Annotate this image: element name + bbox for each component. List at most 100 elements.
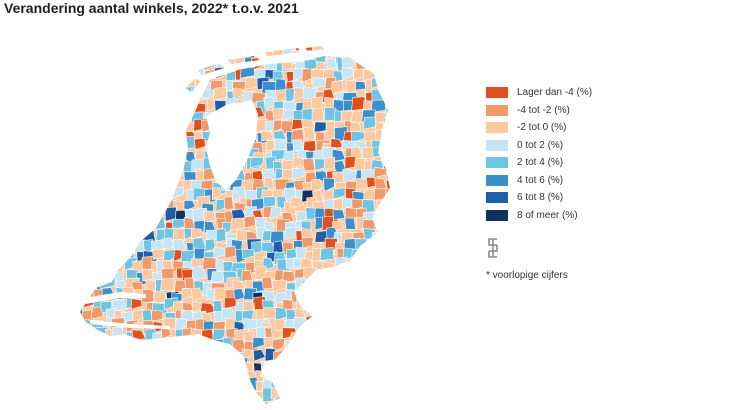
municipality-area [80, 355, 87, 369]
municipality-area [270, 46, 285, 51]
municipality-area [175, 338, 190, 351]
municipality-area [351, 268, 367, 280]
municipality-area [181, 391, 193, 404]
municipality-area [323, 288, 336, 302]
municipality-area [141, 351, 155, 364]
municipality-area [160, 278, 175, 292]
municipality-area [161, 378, 172, 393]
municipality-area [152, 338, 168, 354]
municipality-area [223, 400, 236, 404]
municipality-area [153, 117, 167, 132]
municipality-area [312, 378, 325, 391]
municipality-area [94, 160, 108, 172]
municipality-area [92, 357, 104, 371]
municipality-area [182, 135, 196, 150]
municipality-area [372, 56, 386, 71]
municipality-area [385, 362, 390, 376]
netherlands-municipality-map [80, 46, 408, 404]
municipality-area [324, 279, 335, 294]
municipality-area [355, 178, 369, 191]
municipality-area [153, 46, 167, 49]
municipality-area [343, 269, 357, 286]
municipality-area [94, 81, 106, 96]
municipality-area [182, 47, 197, 59]
municipality-area [372, 276, 387, 291]
legend-label: 4 tot 6 (%) [517, 174, 564, 186]
municipality-area [162, 237, 174, 250]
municipality-area [305, 330, 321, 343]
municipality-area [225, 358, 243, 374]
municipality-area [372, 337, 385, 350]
municipality-area [304, 359, 322, 373]
municipality-area [145, 70, 156, 85]
municipality-area [321, 369, 333, 384]
municipality-area [394, 337, 408, 350]
municipality-area [323, 330, 337, 342]
municipality-area [161, 81, 176, 96]
municipality-area [110, 150, 123, 162]
municipality-area [132, 206, 146, 222]
municipality-area [344, 217, 356, 230]
municipality-area [372, 331, 387, 343]
municipality-area [396, 68, 408, 81]
municipality-area [211, 367, 226, 379]
municipality-area [383, 46, 390, 49]
municipality-area [101, 191, 114, 207]
municipality-area [353, 280, 366, 295]
municipality-area [173, 57, 184, 73]
municipality-area [305, 398, 322, 404]
municipality-area [381, 71, 390, 86]
municipality-area [391, 217, 404, 229]
municipality-area [139, 91, 154, 104]
municipality-area [80, 206, 94, 220]
municipality-area [101, 361, 117, 375]
municipality-area [132, 189, 145, 201]
municipality-area [81, 339, 96, 352]
municipality-area [80, 399, 86, 404]
municipality-area [80, 46, 84, 52]
municipality-area [100, 146, 112, 161]
municipality-area [201, 356, 213, 369]
legend-item: 6 tot 8 (%) [486, 189, 706, 207]
municipality-area [173, 120, 186, 134]
municipality-area [80, 132, 88, 146]
municipality-area [290, 196, 305, 208]
municipality-area [91, 66, 107, 79]
municipality-area [351, 260, 366, 272]
municipality-area [82, 46, 97, 53]
municipality-area [124, 229, 139, 242]
municipality-area [206, 376, 221, 390]
municipality-area [304, 351, 318, 366]
municipality-area [125, 168, 141, 182]
municipality-area [341, 276, 357, 292]
municipality-area [81, 261, 98, 274]
municipality-area [362, 261, 375, 275]
municipality-area [285, 339, 298, 353]
municipality-area [161, 339, 174, 352]
municipality-area [80, 248, 86, 262]
municipality-area [124, 150, 137, 163]
municipality-area [132, 76, 145, 92]
municipality-area [393, 357, 405, 370]
municipality-area [86, 362, 100, 374]
municipality-area [94, 352, 108, 364]
municipality-area [175, 367, 190, 382]
municipality-area [140, 188, 153, 201]
municipality-area [345, 311, 360, 323]
municipality-area [392, 191, 401, 204]
municipality-area [156, 171, 172, 183]
municipality-area [361, 267, 378, 284]
municipality-area [111, 359, 122, 374]
municipality-area [102, 240, 114, 253]
municipality-area [386, 136, 390, 152]
municipality-area [164, 390, 178, 404]
municipality-area [89, 387, 106, 401]
municipality-area [203, 46, 214, 59]
municipality-area [102, 211, 114, 223]
municipality-area [196, 367, 210, 381]
municipality-area [201, 256, 217, 271]
municipality-area [376, 207, 390, 223]
municipality-area [305, 387, 318, 401]
municipality-area [115, 99, 131, 111]
municipality-area [160, 150, 173, 162]
